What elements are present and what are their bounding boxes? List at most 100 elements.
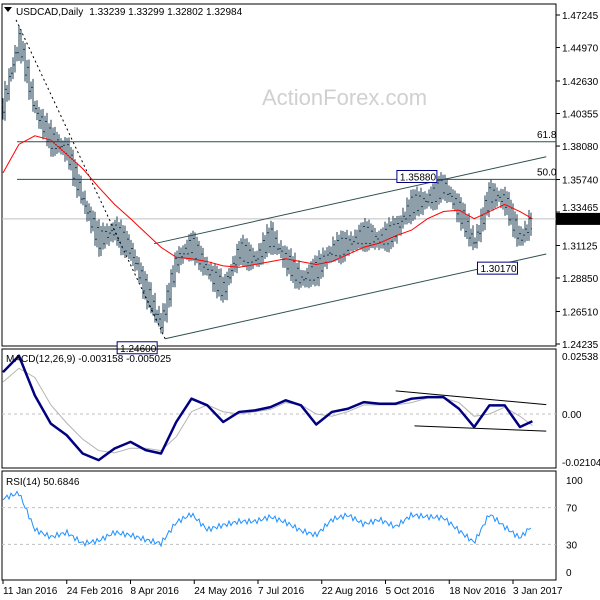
- price-bar: [120, 219, 122, 256]
- price-bar: [306, 267, 308, 288]
- price-bar: [140, 262, 142, 285]
- macd-signal-line: [2, 367, 533, 454]
- price-bar: [238, 241, 240, 267]
- price-panel[interactable]: 1.47245 1.44970 1.42630 1.40355 1.38080 1.357…: [1, 3, 600, 355]
- rsi-axis-label: 0: [566, 568, 572, 579]
- price-label-box: [116, 341, 158, 355]
- price-bar: [214, 263, 216, 293]
- date-axis-label: 18 Nov 2016: [449, 586, 506, 597]
- price-bar: [368, 219, 370, 251]
- price-bar: [254, 251, 256, 265]
- price-bar: [432, 183, 434, 211]
- price-bar: [334, 240, 336, 262]
- price-bar: [212, 265, 214, 292]
- price-bar: [242, 234, 244, 267]
- price-bar: [492, 182, 494, 211]
- price-bar: [472, 225, 474, 251]
- price-bar: [410, 189, 412, 225]
- price-bar: [448, 185, 450, 203]
- price-bar: [408, 199, 410, 224]
- price-bar: [520, 226, 522, 246]
- price-bar: [30, 81, 32, 100]
- rsi-axis-label: 100: [566, 476, 583, 487]
- price-label: 1.35880: [400, 172, 437, 183]
- price-bar: [228, 268, 230, 286]
- price-bar: [208, 263, 210, 280]
- price-bar: [72, 149, 74, 186]
- price-bar: [206, 256, 208, 276]
- price-bar: [322, 247, 324, 278]
- macd-panel[interactable]: 0.02538 0.00 -0.021042: [1, 348, 600, 469]
- rsi-line: [2, 490, 532, 548]
- price-bar: [154, 292, 156, 323]
- price-bar: [240, 238, 242, 266]
- price-bar: [318, 250, 320, 287]
- price-bar: [184, 243, 186, 259]
- price-axis-label: 1.28850: [562, 274, 599, 285]
- price-bar: [464, 203, 466, 238]
- dropdown-triangle-icon[interactable]: [4, 7, 12, 12]
- price-bar: [196, 236, 198, 264]
- price-bar: [128, 234, 130, 260]
- price-bar: [282, 245, 284, 268]
- price-bar: [442, 174, 444, 200]
- price-bar: [186, 239, 188, 260]
- price-bar: [444, 174, 446, 201]
- price-bar: [360, 222, 362, 250]
- price-bar: [234, 255, 236, 273]
- price-bar: [278, 243, 280, 255]
- price-bar: [188, 234, 190, 262]
- date-axis-label: 8 Apr 2016: [131, 586, 180, 597]
- price-bar: [490, 179, 492, 210]
- price-bar: [76, 162, 78, 198]
- price-bar: [220, 268, 222, 301]
- price-bar: [150, 282, 152, 314]
- price-bar: [4, 80, 6, 121]
- price-bar: [58, 134, 60, 153]
- rsi-panel-frame: [1, 470, 557, 581]
- price-bar: [26, 59, 28, 84]
- price-bar: [370, 223, 372, 249]
- price-bar: [298, 260, 300, 290]
- price-bar: [260, 242, 262, 266]
- price-bar: [414, 189, 416, 220]
- price-bar: [274, 231, 276, 255]
- price-bar: [462, 202, 464, 229]
- price-bar: [54, 126, 56, 156]
- price-bar: [316, 255, 318, 286]
- price-bar: [530, 212, 532, 236]
- price-bar: [118, 222, 120, 248]
- date-axis-label: 24 Feb 2016: [67, 586, 124, 597]
- price-bar: [418, 191, 420, 217]
- price-bar: [16, 46, 18, 62]
- price-bar: [78, 174, 80, 197]
- price-bar: [222, 276, 224, 303]
- price-bar: [86, 200, 88, 222]
- price-bar: [98, 219, 100, 257]
- rsi-title: RSI(14) 50.6846: [6, 477, 80, 488]
- price-bar: [46, 112, 48, 147]
- price-bar: [20, 29, 22, 64]
- macd-axis-label: -0.021042: [562, 458, 600, 469]
- price-bar: [308, 264, 310, 289]
- price-bar: [136, 256, 138, 271]
- price-bar: [456, 193, 458, 223]
- price-bar: [94, 211, 96, 246]
- price-bar: [24, 42, 26, 82]
- price-bar: [450, 186, 452, 203]
- channel-trendline: [153, 156, 547, 245]
- price-bar: [172, 265, 174, 288]
- rsi-panel[interactable]: 100 70 30 0: [1, 470, 583, 581]
- price-bar: [348, 235, 350, 256]
- macd-axis-label: 0.00: [562, 410, 582, 421]
- price-bar: [248, 242, 250, 272]
- price-bar: [354, 229, 356, 251]
- price-bar: [170, 269, 172, 307]
- price-bar: [344, 231, 346, 262]
- fib-swing-dashed-line: [15, 19, 166, 339]
- price-bar: [424, 191, 426, 210]
- price-bar: [6, 85, 8, 102]
- price-bar: [434, 179, 436, 211]
- price-bar: [138, 257, 140, 283]
- moving-average-line: [2, 135, 533, 268]
